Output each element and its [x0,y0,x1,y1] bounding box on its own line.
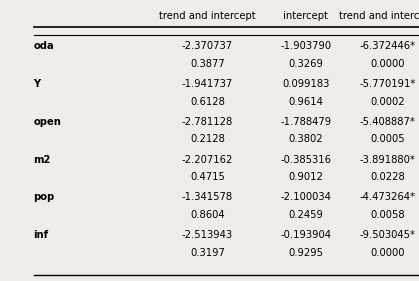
Text: 0.9295: 0.9295 [288,248,323,258]
Text: oda: oda [34,41,54,51]
Text: 0.8604: 0.8604 [190,210,225,220]
Text: open: open [34,117,62,127]
Text: -4.473264*: -4.473264* [360,192,416,203]
Text: 0.0005: 0.0005 [370,134,405,144]
Text: Y: Y [34,79,41,89]
Text: -9.503045*: -9.503045* [360,230,416,241]
Text: -2.513943: -2.513943 [182,230,233,241]
Text: 0.0228: 0.0228 [370,172,405,182]
Text: -2.781128: -2.781128 [182,117,233,127]
Text: -0.385316: -0.385316 [280,155,331,165]
Text: trend and intercept: trend and intercept [339,11,419,21]
Text: -1.788479: -1.788479 [280,117,331,127]
Text: 0.0000: 0.0000 [370,58,405,69]
Text: 0.9012: 0.9012 [288,172,323,182]
Text: -0.193904: -0.193904 [280,230,331,241]
Text: -3.891880*: -3.891880* [360,155,416,165]
Text: 0.2459: 0.2459 [288,210,323,220]
Text: trend and intercept: trend and intercept [159,11,256,21]
Text: -5.408887*: -5.408887* [360,117,416,127]
Text: -5.770191*: -5.770191* [360,79,416,89]
Text: 0.0058: 0.0058 [370,210,405,220]
Text: -1.903790: -1.903790 [280,41,331,51]
Text: -1.341578: -1.341578 [182,192,233,203]
Text: -2.100034: -2.100034 [280,192,331,203]
Text: 0.4715: 0.4715 [190,172,225,182]
Text: inf: inf [34,230,49,241]
Text: intercept: intercept [283,11,328,21]
Text: -1.941737: -1.941737 [182,79,233,89]
Text: 0.2128: 0.2128 [190,134,225,144]
Text: 0.3197: 0.3197 [190,248,225,258]
Text: 0.3802: 0.3802 [289,134,323,144]
Text: 0.3877: 0.3877 [190,58,225,69]
Text: -2.370737: -2.370737 [182,41,233,51]
Text: pop: pop [34,192,55,203]
Text: 0.0002: 0.0002 [370,96,405,106]
Text: 0.0000: 0.0000 [370,248,405,258]
Text: 0.9614: 0.9614 [288,96,323,106]
Text: -6.372446*: -6.372446* [360,41,416,51]
Text: 0.3269: 0.3269 [288,58,323,69]
Text: 0.6128: 0.6128 [190,96,225,106]
Text: m2: m2 [34,155,51,165]
Text: -2.207162: -2.207162 [182,155,233,165]
Text: 0.099183: 0.099183 [282,79,330,89]
